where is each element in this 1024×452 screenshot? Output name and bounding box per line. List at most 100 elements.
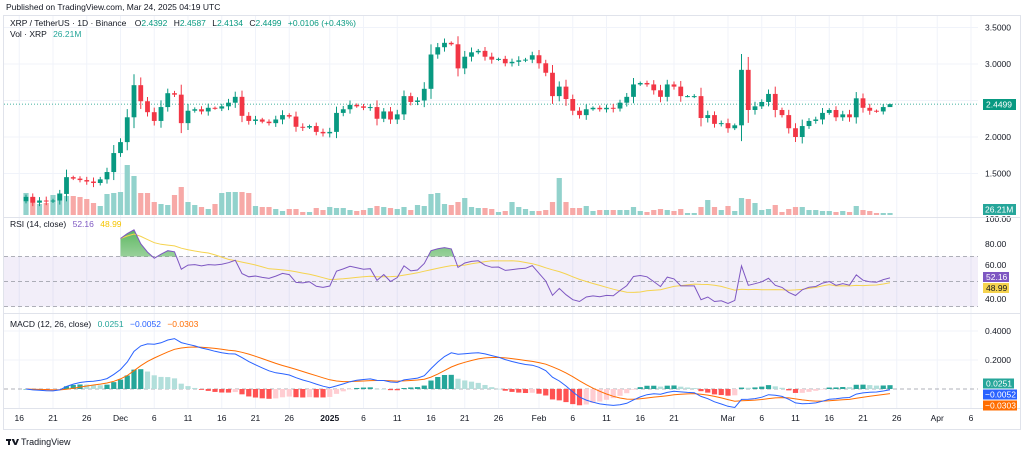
candle[interactable]: [590, 106, 596, 111]
candle[interactable]: [165, 88, 171, 112]
candle[interactable]: [556, 81, 562, 102]
candles[interactable]: [4, 36, 978, 207]
candle[interactable]: [482, 46, 488, 61]
candle[interactable]: [718, 120, 724, 127]
candle[interactable]: [50, 198, 56, 203]
candle[interactable]: [259, 117, 265, 124]
candle[interactable]: [502, 55, 508, 67]
candle[interactable]: [833, 106, 839, 122]
candle[interactable]: [199, 106, 204, 115]
candle[interactable]: [624, 92, 630, 107]
candle[interactable]: [43, 196, 49, 206]
candle[interactable]: [131, 74, 137, 129]
candle[interactable]: [145, 96, 150, 117]
candle[interactable]: [192, 107, 198, 113]
candle[interactable]: [712, 111, 717, 128]
candle[interactable]: [779, 107, 785, 118]
candle[interactable]: [880, 104, 886, 115]
candle[interactable]: [874, 109, 879, 113]
candle[interactable]: [300, 123, 306, 131]
candle[interactable]: [766, 89, 771, 107]
candle[interactable]: [732, 123, 738, 131]
candle[interactable]: [631, 78, 636, 104]
candle[interactable]: [759, 99, 765, 109]
candle[interactable]: [705, 110, 711, 123]
candle[interactable]: [23, 194, 29, 204]
candle[interactable]: [57, 189, 63, 205]
candle[interactable]: [799, 119, 805, 144]
candle[interactable]: [739, 53, 744, 142]
candle[interactable]: [840, 110, 846, 121]
candle[interactable]: [158, 100, 164, 128]
candle[interactable]: [860, 93, 866, 113]
candle[interactable]: [381, 108, 387, 123]
candle[interactable]: [455, 36, 461, 77]
candle[interactable]: [428, 44, 434, 99]
candle[interactable]: [307, 124, 312, 129]
candle[interactable]: [577, 107, 582, 119]
candle[interactable]: [64, 169, 69, 202]
candle[interactable]: [847, 109, 852, 122]
candle[interactable]: [361, 104, 366, 111]
tradingview-logo[interactable]: TradingView: [6, 437, 71, 447]
candle[interactable]: [475, 48, 481, 55]
candle[interactable]: [205, 103, 211, 116]
candle[interactable]: [516, 56, 522, 66]
candle[interactable]: [691, 94, 697, 99]
candle[interactable]: [280, 110, 285, 125]
candle[interactable]: [118, 138, 123, 157]
candle[interactable]: [597, 105, 603, 112]
candle[interactable]: [246, 112, 252, 125]
candle[interactable]: [570, 94, 576, 116]
candle[interactable]: [212, 106, 218, 110]
candle[interactable]: [448, 41, 454, 46]
candle[interactable]: [678, 80, 684, 102]
candle[interactable]: [124, 109, 130, 151]
candle[interactable]: [442, 38, 447, 52]
candle[interactable]: [84, 176, 90, 185]
candle[interactable]: [320, 128, 326, 137]
candle[interactable]: [232, 91, 238, 108]
candle[interactable]: [30, 193, 36, 207]
candle[interactable]: [583, 104, 589, 120]
candle[interactable]: [37, 197, 42, 207]
candle[interactable]: [563, 79, 569, 106]
candle[interactable]: [745, 56, 751, 123]
candle[interactable]: [820, 107, 825, 125]
candle[interactable]: [138, 77, 144, 109]
candle[interactable]: [104, 167, 110, 184]
candle[interactable]: [367, 104, 373, 111]
macd-pane[interactable]: [4, 338, 978, 409]
candle[interactable]: [374, 100, 380, 126]
candle[interactable]: [604, 104, 609, 113]
candle[interactable]: [806, 118, 812, 129]
candle[interactable]: [293, 111, 299, 132]
candle[interactable]: [671, 81, 677, 90]
candle[interactable]: [536, 49, 542, 69]
candle[interactable]: [786, 109, 792, 134]
candle[interactable]: [651, 80, 657, 95]
candle[interactable]: [685, 95, 690, 98]
candle[interactable]: [462, 50, 468, 75]
candle[interactable]: [219, 103, 225, 112]
candle[interactable]: [887, 103, 893, 108]
candle[interactable]: [253, 115, 258, 125]
macd-label[interactable]: MACD (12, 26, close): [10, 319, 91, 329]
candle[interactable]: [813, 116, 819, 124]
volume-label[interactable]: Vol · XRP: [10, 29, 47, 39]
candle[interactable]: [388, 107, 393, 124]
candle[interactable]: [178, 84, 184, 134]
candle[interactable]: [91, 177, 96, 188]
candle[interactable]: [725, 118, 731, 133]
candle[interactable]: [793, 123, 798, 143]
candle[interactable]: [401, 90, 407, 121]
candle[interactable]: [266, 119, 272, 126]
candle[interactable]: [658, 84, 663, 103]
rsi-label[interactable]: RSI (14, close): [10, 219, 66, 229]
candle[interactable]: [752, 101, 758, 115]
candle[interactable]: [394, 109, 400, 125]
candle[interactable]: [313, 122, 319, 136]
candle[interactable]: [340, 105, 346, 117]
candle[interactable]: [698, 87, 704, 127]
candle[interactable]: [853, 92, 859, 124]
